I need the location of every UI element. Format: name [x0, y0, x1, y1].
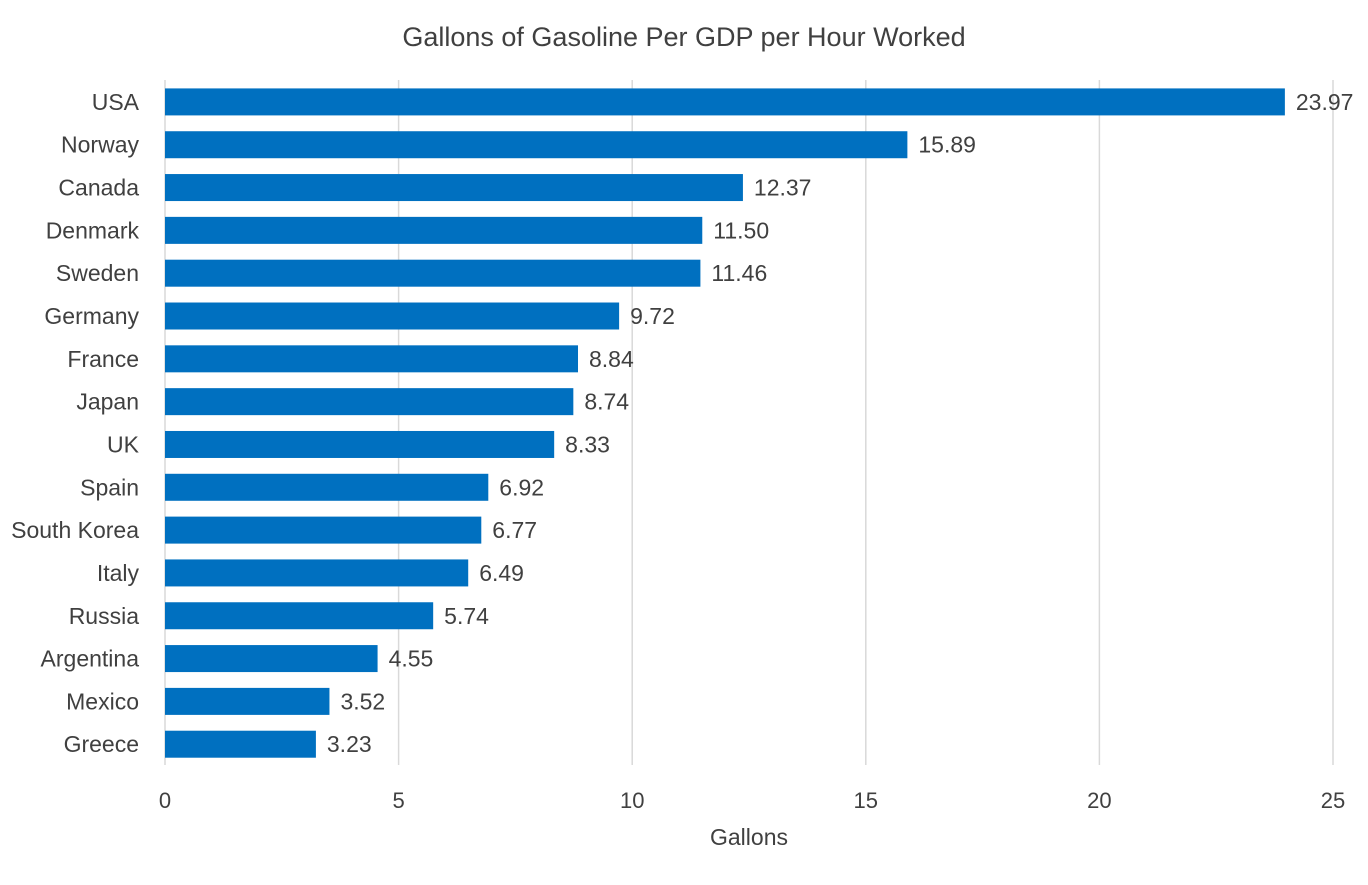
category-label: South Korea — [11, 517, 139, 543]
x-tick-label: 5 — [392, 788, 404, 813]
category-label: Denmark — [46, 217, 140, 243]
bar-spain — [165, 473, 489, 501]
category-label: Canada — [58, 175, 139, 201]
x-tick-label: 20 — [1087, 788, 1111, 813]
x-tick-label: 0 — [159, 788, 171, 813]
category-label: Mexico — [66, 688, 139, 714]
bars — [165, 88, 1285, 758]
bar-france — [165, 345, 579, 373]
data-label: 15.89 — [918, 132, 976, 158]
data-label: 6.49 — [479, 560, 524, 586]
bar-south-korea — [165, 516, 482, 544]
data-label: 8.84 — [589, 346, 634, 372]
category-label: Norway — [61, 132, 139, 158]
data-label: 6.77 — [492, 517, 537, 543]
category-label: Germany — [44, 303, 139, 329]
data-label: 4.55 — [389, 646, 434, 672]
category-label: Argentina — [41, 646, 140, 672]
category-label: Japan — [76, 389, 139, 415]
category-label: France — [67, 346, 139, 372]
data-label: 8.74 — [584, 389, 629, 415]
bar-canada — [165, 174, 743, 202]
chart-title: Gallons of Gasoline Per GDP per Hour Wor… — [402, 22, 965, 52]
bar-denmark — [165, 216, 703, 244]
category-label: Italy — [97, 560, 140, 586]
bar-russia — [165, 602, 434, 630]
category-label: Russia — [69, 603, 140, 629]
bar-japan — [165, 388, 574, 416]
bar-sweden — [165, 259, 701, 287]
bar-usa — [165, 88, 1285, 116]
bar-mexico — [165, 687, 330, 715]
category-label: Sweden — [56, 260, 139, 286]
data-label: 6.92 — [499, 474, 544, 500]
category-label: USA — [92, 89, 140, 115]
data-label: 5.74 — [444, 603, 489, 629]
value-labels: 23.97 15.89 12.37 11.50 11.46 9.72 8.84 8.74 8.3… — [327, 89, 1354, 757]
x-tick-labels: 0 5 10 15 20 25 — [159, 788, 1345, 813]
data-label: 11.50 — [713, 217, 769, 243]
x-tick-label: 25 — [1321, 788, 1345, 813]
data-label: 12.37 — [754, 175, 812, 201]
x-tick-label: 10 — [620, 788, 644, 813]
data-label: 8.33 — [565, 431, 610, 457]
bar-greece — [165, 730, 316, 758]
category-label: UK — [107, 431, 140, 457]
bar-germany — [165, 302, 620, 330]
x-tick-label: 15 — [854, 788, 878, 813]
data-label: 3.23 — [327, 731, 372, 757]
bar-norway — [165, 131, 908, 159]
category-label: Spain — [80, 474, 139, 500]
bar-uk — [165, 430, 555, 458]
category-labels: USA Norway Canada Denmark Sweden Germany Franc… — [11, 89, 140, 757]
category-label: Greece — [64, 731, 139, 757]
bar-argentina — [165, 645, 378, 673]
data-label: 3.52 — [340, 688, 385, 714]
data-label: 11.46 — [711, 260, 767, 286]
data-label: 23.97 — [1296, 89, 1354, 115]
bar-italy — [165, 559, 469, 587]
x-axis-label: Gallons — [710, 824, 788, 850]
data-label: 9.72 — [630, 303, 675, 329]
